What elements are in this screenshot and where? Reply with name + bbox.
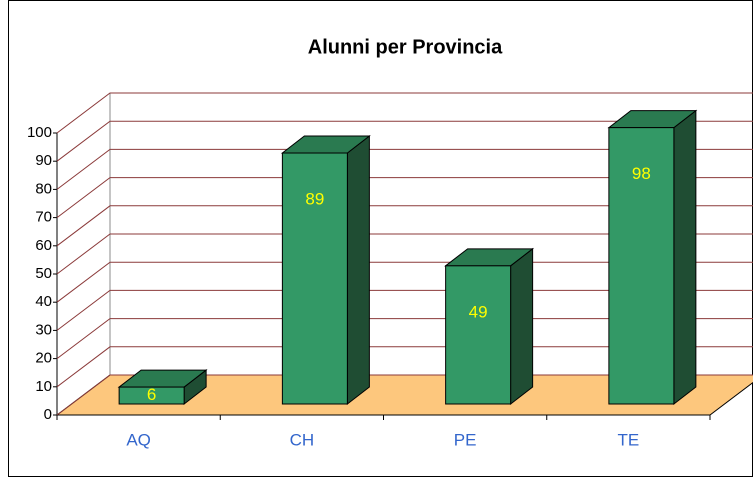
chart-title: Alunni per Provincia [308, 36, 503, 58]
x-tick-label: PE [454, 430, 477, 449]
bar-side [510, 247, 534, 406]
value-label: 98 [632, 164, 651, 183]
grid-line [56, 318, 753, 359]
bar-side [673, 109, 697, 406]
y-tick-label: 80 [35, 180, 52, 197]
bar [608, 127, 675, 405]
y-tick-label: 60 [35, 237, 52, 254]
y-tick-label: 10 [35, 378, 52, 395]
y-tick-label: 30 [35, 321, 52, 338]
grid-line [56, 120, 753, 162]
grid-line [56, 374, 753, 416]
bar-side [346, 135, 370, 406]
x-tick-label: AQ [126, 430, 151, 449]
grid-line [56, 177, 753, 218]
x-tick-label: CH [290, 430, 315, 449]
y-tick-label: 20 [35, 350, 52, 367]
grid-line [56, 233, 753, 275]
y-tick-label: 50 [35, 265, 52, 282]
value-label: 49 [469, 302, 488, 321]
bar [445, 265, 512, 405]
y-tick-label: 0 [44, 406, 52, 423]
x-tick-label: TE [618, 430, 640, 449]
value-label: 89 [305, 190, 324, 209]
y-tick-label: 70 [35, 209, 52, 226]
grid-line [56, 205, 753, 247]
grid-line [56, 261, 753, 303]
grid-line [56, 148, 753, 190]
y-tick-label: 40 [35, 293, 52, 310]
bar [118, 386, 185, 405]
y-tick-label: 100 [27, 124, 52, 141]
grid-line [56, 92, 753, 134]
y-tick-label: 90 [35, 152, 52, 169]
value-label: 6 [147, 385, 156, 404]
grid-line [56, 289, 753, 331]
bar [281, 152, 348, 405]
grid-line [56, 346, 753, 388]
